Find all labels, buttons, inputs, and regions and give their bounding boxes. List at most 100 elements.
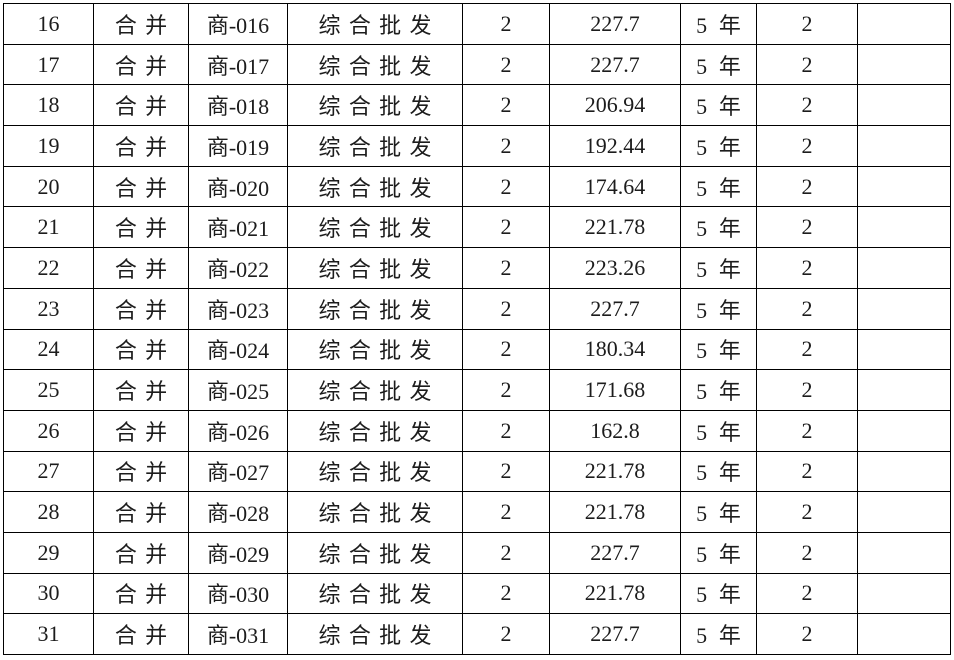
- cell-term-years: 5 年: [680, 613, 757, 655]
- cell-row-number: 22: [3, 247, 94, 289]
- cell-quantity: 2: [462, 165, 550, 208]
- cell-row-number: 21: [3, 206, 94, 249]
- cell-quantity: 2: [462, 531, 550, 574]
- cell-business-type: 综合批发: [287, 247, 463, 289]
- cell-empty: [857, 328, 951, 371]
- table-row: 17 合并 商-017 综合批发 2 227.7 5 年 2: [3, 43, 951, 86]
- cell-term-quantity: 2: [756, 165, 858, 208]
- cell-merge-status: 合并: [93, 572, 189, 615]
- cell-amount: 221.78: [549, 572, 681, 615]
- cell-term-quantity: 2: [756, 369, 858, 411]
- table-row: 26 合并 商-026 综合批发 2 162.8 5 年 2: [3, 409, 951, 452]
- cell-shop-code: 商-020: [188, 165, 288, 208]
- cell-empty: [857, 491, 951, 533]
- cell-row-number: 31: [3, 613, 94, 655]
- cell-term-quantity: 2: [756, 328, 858, 371]
- cell-amount: 227.7: [549, 613, 681, 655]
- cell-merge-status: 合并: [93, 409, 189, 452]
- cell-row-number: 28: [3, 491, 94, 533]
- cell-merge-status: 合并: [93, 491, 189, 533]
- cell-shop-code: 商-026: [188, 409, 288, 452]
- cell-empty: [857, 572, 951, 615]
- cell-row-number: 29: [3, 531, 94, 574]
- cell-row-number: 20: [3, 165, 94, 208]
- cell-row-number: 30: [3, 572, 94, 615]
- cell-merge-status: 合并: [93, 287, 189, 330]
- cell-business-type: 综合批发: [287, 409, 463, 452]
- cell-shop-code: 商-029: [188, 531, 288, 574]
- cell-shop-code: 商-022: [188, 247, 288, 289]
- table-row: 20 合并 商-020 综合批发 2 174.64 5 年 2: [3, 165, 951, 208]
- cell-business-type: 综合批发: [287, 206, 463, 249]
- cell-merge-status: 合并: [93, 206, 189, 249]
- cell-empty: [857, 369, 951, 411]
- cell-empty: [857, 531, 951, 574]
- table-row: 25 合并 商-025 综合批发 2 171.68 5 年 2: [3, 369, 951, 411]
- cell-merge-status: 合并: [93, 369, 189, 411]
- cell-merge-status: 合并: [93, 247, 189, 289]
- table-row: 24 合并 商-024 综合批发 2 180.34 5 年 2: [3, 328, 951, 371]
- cell-term-quantity: 2: [756, 84, 858, 127]
- cell-merge-status: 合并: [93, 43, 189, 86]
- cell-term-quantity: 2: [756, 125, 858, 167]
- cell-business-type: 综合批发: [287, 3, 463, 45]
- cell-quantity: 2: [462, 450, 550, 493]
- cell-business-type: 综合批发: [287, 287, 463, 330]
- table-row: 19 合并 商-019 综合批发 2 192.44 5 年 2: [3, 125, 951, 167]
- cell-merge-status: 合并: [93, 450, 189, 493]
- cell-term-years: 5 年: [680, 84, 757, 127]
- cell-term-quantity: 2: [756, 287, 858, 330]
- cell-term-years: 5 年: [680, 531, 757, 574]
- cell-term-years: 5 年: [680, 125, 757, 167]
- cell-shop-code: 商-031: [188, 613, 288, 655]
- cell-empty: [857, 84, 951, 127]
- cell-merge-status: 合并: [93, 84, 189, 127]
- cell-shop-code: 商-017: [188, 43, 288, 86]
- cell-shop-code: 商-024: [188, 328, 288, 371]
- cell-merge-status: 合并: [93, 328, 189, 371]
- cell-term-quantity: 2: [756, 613, 858, 655]
- cell-shop-code: 商-028: [188, 491, 288, 533]
- cell-business-type: 综合批发: [287, 531, 463, 574]
- cell-shop-code: 商-021: [188, 206, 288, 249]
- cell-term-years: 5 年: [680, 206, 757, 249]
- cell-empty: [857, 43, 951, 86]
- cell-amount: 227.7: [549, 531, 681, 574]
- cell-term-years: 5 年: [680, 572, 757, 615]
- cell-quantity: 2: [462, 613, 550, 655]
- cell-empty: [857, 287, 951, 330]
- cell-business-type: 综合批发: [287, 491, 463, 533]
- cell-quantity: 2: [462, 43, 550, 86]
- cell-shop-code: 商-025: [188, 369, 288, 411]
- cell-empty: [857, 165, 951, 208]
- cell-term-quantity: 2: [756, 491, 858, 533]
- table-row: 22 合并 商-022 综合批发 2 223.26 5 年 2: [3, 247, 951, 289]
- cell-empty: [857, 409, 951, 452]
- cell-business-type: 综合批发: [287, 572, 463, 615]
- cell-quantity: 2: [462, 328, 550, 371]
- cell-amount: 162.8: [549, 409, 681, 452]
- cell-term-years: 5 年: [680, 450, 757, 493]
- cell-empty: [857, 450, 951, 493]
- cell-amount: 227.7: [549, 43, 681, 86]
- table-row: 23 合并 商-023 综合批发 2 227.7 5 年 2: [3, 287, 951, 330]
- cell-term-years: 5 年: [680, 43, 757, 86]
- cell-term-quantity: 2: [756, 3, 858, 45]
- cell-shop-code: 商-023: [188, 287, 288, 330]
- table-row: 27 合并 商-027 综合批发 2 221.78 5 年 2: [3, 450, 951, 493]
- cell-business-type: 综合批发: [287, 165, 463, 208]
- cell-term-years: 5 年: [680, 165, 757, 208]
- cell-term-quantity: 2: [756, 43, 858, 86]
- cell-row-number: 19: [3, 125, 94, 167]
- cell-quantity: 2: [462, 206, 550, 249]
- cell-row-number: 23: [3, 287, 94, 330]
- cell-business-type: 综合批发: [287, 450, 463, 493]
- document-table: 16 合并 商-016 综合批发 2 227.7 5 年 2 17 合并 商-0…: [3, 3, 951, 655]
- cell-business-type: 综合批发: [287, 328, 463, 371]
- table-row: 30 合并 商-030 综合批发 2 221.78 5 年 2: [3, 572, 951, 615]
- cell-term-quantity: 2: [756, 409, 858, 452]
- cell-term-years: 5 年: [680, 247, 757, 289]
- cell-shop-code: 商-030: [188, 572, 288, 615]
- cell-row-number: 25: [3, 369, 94, 411]
- cell-term-quantity: 2: [756, 531, 858, 574]
